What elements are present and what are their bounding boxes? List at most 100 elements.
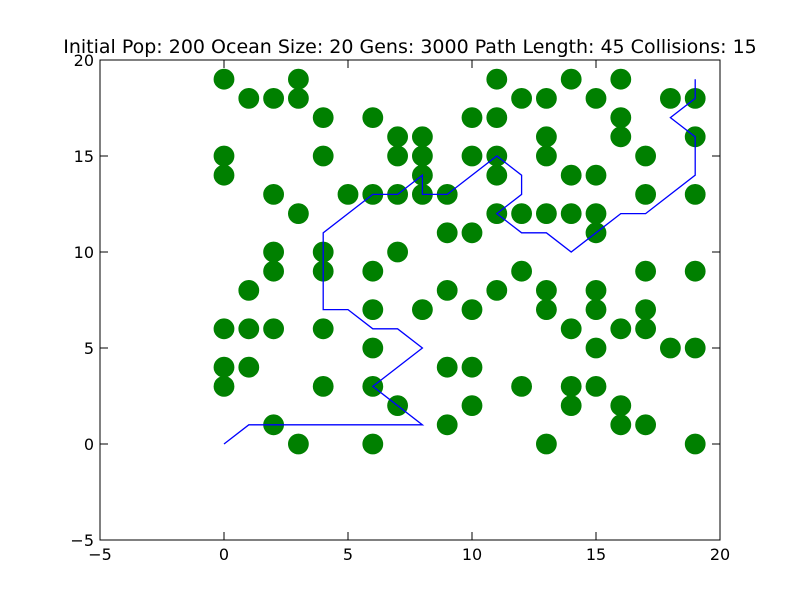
scatter-point — [287, 68, 309, 90]
scatter-point — [312, 145, 334, 167]
scatter-point — [684, 260, 706, 282]
scatter-point — [486, 68, 508, 90]
scatter-point — [213, 68, 235, 90]
scatter-point — [263, 260, 285, 282]
scatter-point — [610, 414, 632, 436]
scatter-point — [585, 88, 607, 109]
y-tick-label: 0 — [84, 435, 94, 454]
scatter-point — [287, 88, 309, 109]
scatter-point — [585, 164, 607, 186]
scatter-point — [560, 375, 582, 397]
scatter-point — [312, 107, 334, 128]
scatter-point — [486, 279, 508, 301]
scatter-point — [585, 375, 607, 397]
scatter-point — [660, 88, 681, 109]
scatter-point — [610, 68, 632, 90]
chart-title: Initial Pop: 200 Ocean Size: 20 Gens: 30… — [63, 36, 757, 58]
scatter-point — [312, 375, 334, 397]
path-line — [223, 79, 696, 445]
scatter-point — [238, 356, 260, 378]
y-tick-label: 20 — [74, 51, 94, 70]
y-tick-label: 15 — [74, 147, 94, 166]
scatter-point — [635, 299, 656, 321]
scatter-point — [536, 203, 557, 225]
scatter-point — [684, 433, 706, 455]
y-tick-label: 10 — [74, 243, 94, 262]
scatter-point — [213, 356, 235, 378]
scatter-point — [213, 145, 235, 167]
plot-area — [213, 68, 706, 455]
scatter-point — [238, 318, 260, 340]
scatter-point — [362, 260, 384, 282]
scatter-point — [461, 107, 483, 128]
scatter-point — [560, 164, 582, 186]
scatter-point — [461, 145, 483, 167]
plot-frame — [99, 59, 721, 541]
scatter-point — [436, 222, 458, 244]
scatter-point — [511, 88, 532, 109]
x-tick-label: 20 — [710, 545, 730, 564]
scatter-point — [635, 260, 656, 282]
scatter-point — [585, 299, 607, 321]
scatter-point — [263, 241, 285, 263]
scatter-point — [287, 433, 309, 455]
scatter-point — [436, 356, 458, 378]
y-tick-label: 5 — [84, 339, 94, 358]
scatter-point — [263, 318, 285, 340]
scatter-point — [660, 337, 681, 359]
scatter-point — [411, 126, 433, 148]
scatter-point — [511, 375, 532, 397]
x-tick-label: 0 — [219, 545, 229, 564]
scatter-point — [511, 203, 532, 225]
scatter-point — [610, 318, 632, 340]
scatter-point — [362, 337, 384, 359]
scatter-point — [635, 318, 656, 340]
axis-ticks: −5 0 5 10 15 20 −5 0 5 10 15 20 — [70, 51, 730, 564]
scatter-point — [387, 145, 409, 167]
scatter-point — [486, 107, 508, 128]
scatter-point — [362, 107, 384, 128]
scatter-point — [511, 260, 532, 282]
scatter-point — [536, 279, 557, 301]
scatter-point — [362, 433, 384, 455]
scatter-point — [461, 395, 483, 417]
scatter-point — [684, 183, 706, 205]
scatter-point — [585, 203, 607, 225]
scatter-point — [312, 318, 334, 340]
scatter-point — [536, 145, 557, 167]
scatter-point — [461, 356, 483, 378]
scatter-point — [436, 414, 458, 436]
scatter-point — [461, 222, 483, 244]
scatter-point — [610, 126, 632, 148]
x-tick-label: 5 — [343, 545, 353, 564]
scatter-point — [560, 395, 582, 417]
scatter-point — [263, 88, 285, 109]
scatter-point — [486, 164, 508, 186]
scatter-point — [536, 88, 557, 109]
scatter-point — [263, 183, 285, 205]
x-tick-label: −5 — [88, 545, 112, 564]
scatter-point — [635, 414, 656, 436]
scatter-point — [238, 88, 260, 109]
scatter-point — [461, 299, 483, 321]
scatter-point — [536, 299, 557, 321]
x-tick-label: 15 — [586, 545, 606, 564]
scatter-point — [536, 126, 557, 148]
scatter-point — [337, 183, 359, 205]
y-tick-label: −5 — [70, 531, 94, 550]
scatter-point — [635, 183, 656, 205]
scatter-point — [411, 145, 433, 167]
scatter-point — [436, 279, 458, 301]
scatter-point — [213, 318, 235, 340]
scatter-point — [287, 203, 309, 225]
scatter-point — [238, 279, 260, 301]
x-tick-label: 10 — [462, 545, 482, 564]
scatter-point — [585, 279, 607, 301]
scatter-point — [362, 299, 384, 321]
scatter-point — [387, 126, 409, 148]
scatter-point — [560, 203, 582, 225]
scatter-point — [684, 337, 706, 359]
scatter-point — [610, 395, 632, 417]
